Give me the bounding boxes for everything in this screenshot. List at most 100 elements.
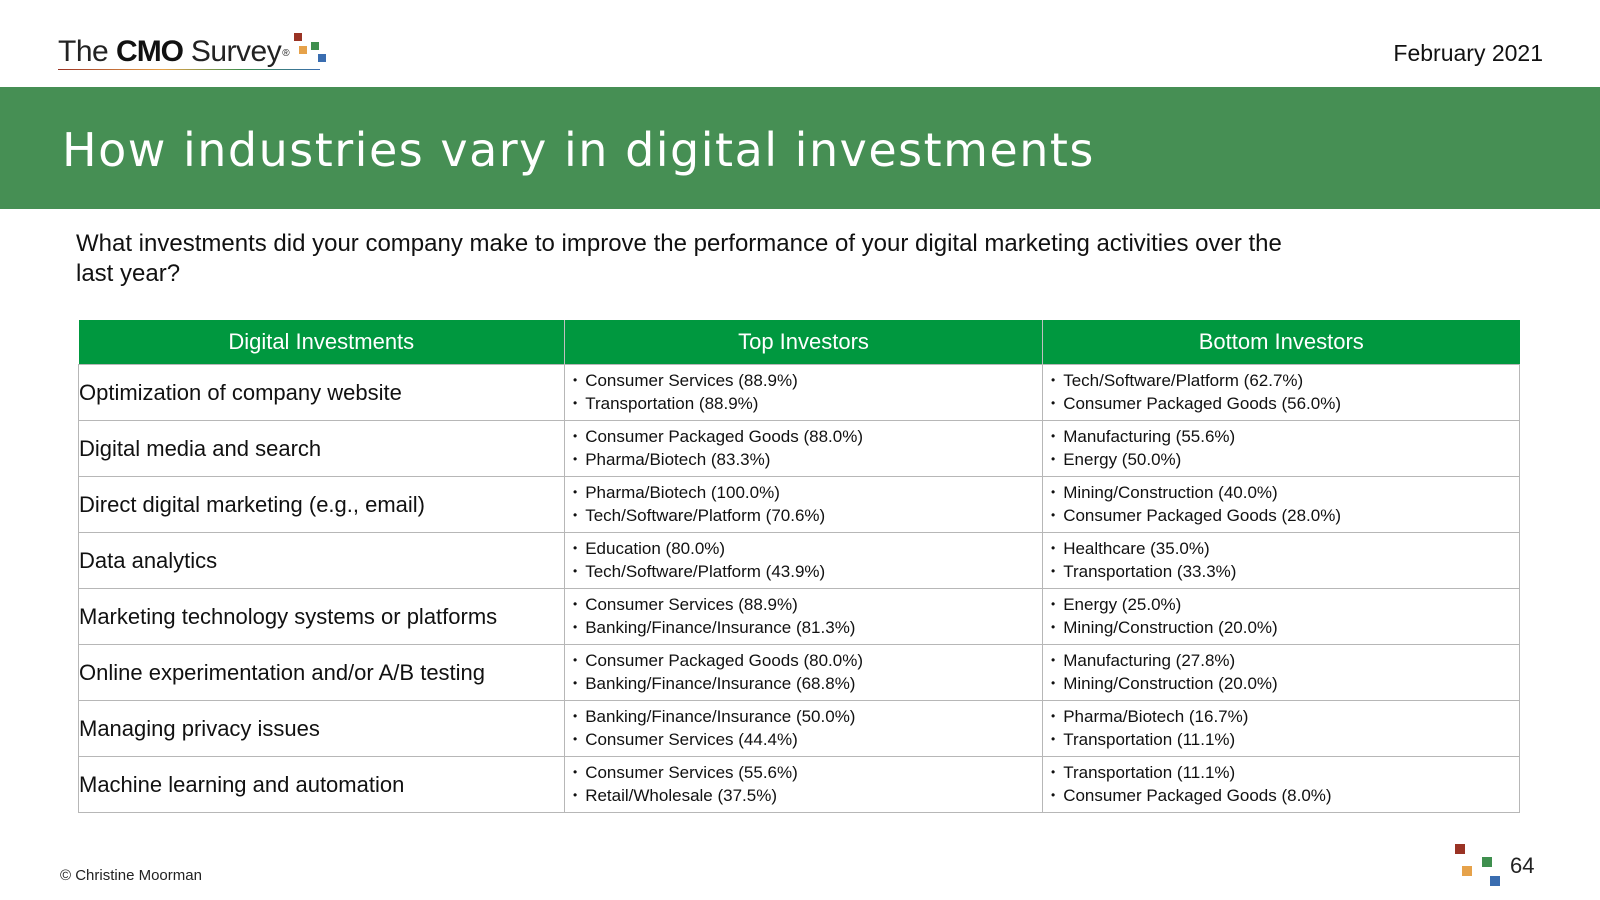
table-row: Direct digital marketing (e.g., email)Ph… (78, 476, 1520, 533)
bottom-investors-list: Pharma/Biotech (16.7%)Transportation (11… (1043, 706, 1519, 752)
list-item: Tech/Software/Platform (70.6%) (573, 505, 1042, 528)
top-investors-cell: Consumer Services (88.9%)Transportation … (564, 364, 1043, 421)
top-investors-cell: Banking/Finance/Insurance (50.0%)Consume… (564, 700, 1043, 757)
footer-square-blue (1490, 876, 1500, 886)
top-investors-cell: Pharma/Biotech (100.0%)Tech/Software/Pla… (564, 476, 1043, 533)
top-investors-cell: Consumer Packaged Goods (88.0%)Pharma/Bi… (564, 420, 1043, 477)
footer-square-orange (1462, 866, 1472, 876)
list-item: Consumer Services (44.4%) (573, 729, 1042, 752)
list-item: Mining/Construction (20.0%) (1051, 617, 1519, 640)
list-item: Education (80.0%) (573, 538, 1042, 561)
title-banner: How industries vary in digital investmen… (0, 87, 1600, 209)
header-digital-investments: Digital Investments (78, 320, 565, 365)
logo-text: The CMO Survey® (58, 35, 290, 68)
table-header-row: Digital Investments Top Investors Bottom… (78, 320, 1520, 365)
list-item: Consumer Packaged Goods (28.0%) (1051, 505, 1519, 528)
investment-cell: Data analytics (78, 532, 565, 589)
table-row: Machine learning and automationConsumer … (78, 756, 1520, 813)
bottom-investors-list: Manufacturing (27.8%)Mining/Construction… (1043, 650, 1519, 696)
list-item: Energy (50.0%) (1051, 449, 1519, 472)
header-top-investors: Top Investors (564, 320, 1043, 365)
list-item: Consumer Packaged Goods (80.0%) (573, 650, 1042, 673)
bottom-investors-cell: Transportation (11.1%)Consumer Packaged … (1042, 756, 1520, 813)
list-item: Consumer Packaged Goods (88.0%) (573, 426, 1042, 449)
footer-square-red (1455, 844, 1465, 854)
list-item: Pharma/Biotech (100.0%) (573, 482, 1042, 505)
bottom-investors-list: Mining/Construction (40.0%)Consumer Pack… (1043, 482, 1519, 528)
investment-cell: Optimization of company website (78, 364, 565, 421)
list-item: Retail/Wholesale (37.5%) (573, 785, 1042, 808)
top-investors-cell: Consumer Packaged Goods (80.0%)Banking/F… (564, 644, 1043, 701)
investment-cell: Marketing technology systems or platform… (78, 588, 565, 645)
list-item: Consumer Packaged Goods (8.0%) (1051, 785, 1519, 808)
list-item: Energy (25.0%) (1051, 594, 1519, 617)
top-investors-cell: Education (80.0%)Tech/Software/Platform … (564, 532, 1043, 589)
bottom-investors-list: Manufacturing (55.6%)Energy (50.0%) (1043, 426, 1519, 472)
list-item: Banking/Finance/Insurance (68.8%) (573, 673, 1042, 696)
table-row: Online experimentation and/or A/B testin… (78, 644, 1520, 701)
list-item: Banking/Finance/Insurance (81.3%) (573, 617, 1042, 640)
logo-square-green (311, 42, 319, 50)
table-row: Digital media and searchConsumer Package… (78, 420, 1520, 477)
report-date: February 2021 (1393, 40, 1543, 66)
investment-cell: Direct digital marketing (e.g., email) (78, 476, 565, 533)
bottom-investors-list: Energy (25.0%)Mining/Construction (20.0%… (1043, 594, 1519, 640)
list-item: Consumer Services (55.6%) (573, 762, 1042, 785)
list-item: Transportation (88.9%) (573, 393, 1042, 416)
list-item: Tech/Software/Platform (43.9%) (573, 561, 1042, 584)
survey-question: What investments did your company make t… (76, 230, 1282, 287)
table-row: Data analyticsEducation (80.0%)Tech/Soft… (78, 532, 1520, 589)
list-item: Pharma/Biotech (83.3%) (573, 449, 1042, 472)
list-item: Transportation (11.1%) (1051, 729, 1519, 752)
table-row: Managing privacy issuesBanking/Finance/I… (78, 700, 1520, 757)
top-investors-list: Consumer Services (88.9%)Transportation … (565, 370, 1042, 416)
list-item: Tech/Software/Platform (62.7%) (1051, 370, 1519, 393)
logo-underline (58, 69, 320, 70)
bottom-investors-cell: Manufacturing (27.8%)Mining/Construction… (1042, 644, 1520, 701)
page-number: 64 (1510, 853, 1535, 878)
list-item: Mining/Construction (40.0%) (1051, 482, 1519, 505)
bottom-investors-list: Tech/Software/Platform (62.7%)Consumer P… (1043, 370, 1519, 416)
bottom-investors-cell: Manufacturing (55.6%)Energy (50.0%) (1042, 420, 1520, 477)
cmo-survey-logo: The CMO Survey® (58, 33, 326, 74)
logo-square-red (294, 33, 302, 41)
top-investors-list: Banking/Finance/Insurance (50.0%)Consume… (565, 706, 1042, 752)
list-item: Healthcare (35.0%) (1051, 538, 1519, 561)
investment-cell: Digital media and search (78, 420, 565, 477)
investments-table: Digital Investments Top Investors Bottom… (78, 320, 1520, 813)
top-investors-list: Consumer Services (88.9%)Banking/Finance… (565, 594, 1042, 640)
table-row: Marketing technology systems or platform… (78, 588, 1520, 645)
bottom-investors-cell: Tech/Software/Platform (62.7%)Consumer P… (1042, 364, 1520, 421)
table-row: Optimization of company websiteConsumer … (78, 364, 1520, 421)
investment-cell: Managing privacy issues (78, 700, 565, 757)
bottom-investors-cell: Mining/Construction (40.0%)Consumer Pack… (1042, 476, 1520, 533)
investment-cell: Online experimentation and/or A/B testin… (78, 644, 565, 701)
top-investors-list: Pharma/Biotech (100.0%)Tech/Software/Pla… (565, 482, 1042, 528)
investment-cell: Machine learning and automation (78, 756, 565, 813)
bottom-investors-cell: Energy (25.0%)Mining/Construction (20.0%… (1042, 588, 1520, 645)
copyright: © Christine Moorman (60, 867, 202, 884)
list-item: Mining/Construction (20.0%) (1051, 673, 1519, 696)
logo-square-orange (299, 46, 307, 54)
list-item: Manufacturing (27.8%) (1051, 650, 1519, 673)
list-item: Manufacturing (55.6%) (1051, 426, 1519, 449)
top-investors-list: Consumer Services (55.6%)Retail/Wholesal… (565, 762, 1042, 808)
top-investors-list: Consumer Packaged Goods (80.0%)Banking/F… (565, 650, 1042, 696)
bottom-investors-cell: Healthcare (35.0%)Transportation (33.3%) (1042, 532, 1520, 589)
header-bottom-investors: Bottom Investors (1042, 320, 1520, 365)
list-item: Consumer Services (88.9%) (573, 370, 1042, 393)
top-investors-list: Consumer Packaged Goods (88.0%)Pharma/Bi… (565, 426, 1042, 472)
logo-square-blue (318, 54, 326, 62)
list-item: Pharma/Biotech (16.7%) (1051, 706, 1519, 729)
footer-square-green (1482, 857, 1492, 867)
bottom-investors-list: Transportation (11.1%)Consumer Packaged … (1043, 762, 1519, 808)
list-item: Consumer Services (88.9%) (573, 594, 1042, 617)
top-investors-cell: Consumer Services (88.9%)Banking/Finance… (564, 588, 1043, 645)
top-investors-list: Education (80.0%)Tech/Software/Platform … (565, 538, 1042, 584)
page-title: How industries vary in digital investmen… (62, 123, 1095, 177)
list-item: Transportation (33.3%) (1051, 561, 1519, 584)
list-item: Transportation (11.1%) (1051, 762, 1519, 785)
bottom-investors-list: Healthcare (35.0%)Transportation (33.3%) (1043, 538, 1519, 584)
bottom-investors-cell: Pharma/Biotech (16.7%)Transportation (11… (1042, 700, 1520, 757)
list-item: Consumer Packaged Goods (56.0%) (1051, 393, 1519, 416)
